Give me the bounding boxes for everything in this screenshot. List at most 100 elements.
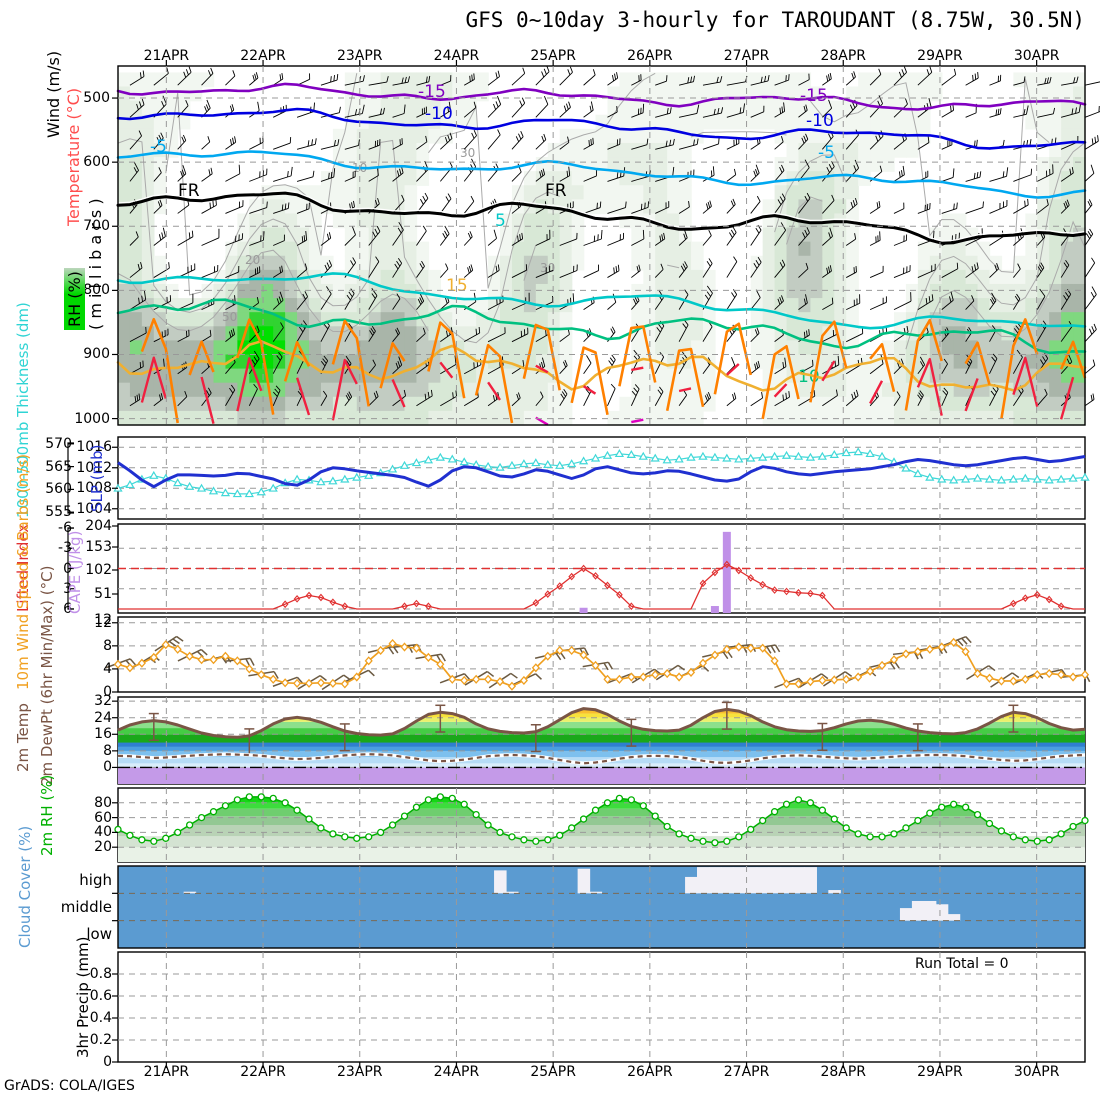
ytick-1016: 1016 [76,439,112,456]
ytick-0: 0 [103,759,112,776]
x-tick-24apr: 24APR [433,48,480,64]
ytick-3: 3 [63,580,72,597]
page-title: GFS 0~10day 3-hourly for TAROUDANT (8.75… [465,8,1085,32]
x-tick-25apr: 25APR [530,48,576,64]
ytick-8: 8 [103,637,112,654]
ytick-1012: 1012 [76,459,112,476]
axis-title-upper-temperature: Temperature (°C) [64,87,83,226]
cloud-row-middle [899,900,961,921]
axis-title-upper-wind: Wind (m/s) [44,50,63,138]
axis-title-upper-rh: RH (%) [64,268,85,330]
x-tick-25apr: 25APR [530,1064,576,1080]
upper-gridlines [112,60,1085,425]
svg-text:-15: -15 [418,82,446,102]
axis-title-pressure: ( m i l l i b a r s ) [86,198,105,330]
cloud-row-label-high: high [79,870,112,889]
x-tick-21apr: 21APR [143,1064,190,1080]
ytick-04: 0.4 [89,1010,112,1026]
ytick-4: 4 [103,660,112,677]
svg-text:-5: -5 [150,137,167,157]
ytick-51: 51 [94,586,112,602]
ytick-1000: 1000 [74,410,110,427]
ytick-1004: 1004 [76,500,112,517]
ytick-0: 0 [103,684,112,700]
x-tick-22apr: 22APR [240,48,286,64]
ytick--6: -6 [58,520,72,537]
precip-panel [112,951,1086,1068]
wind-speed-panel [105,616,1091,693]
cloud-row-label-low: low [86,925,112,944]
ytick-60: 60 [94,809,112,826]
ytick-80: 80 [94,794,112,811]
grads-credit: GrADS: COLA/IGES [4,1078,135,1094]
ytick-0: 0 [103,1054,112,1070]
temp-dewpoint-panel [112,696,1086,785]
ytick-204: 204 [85,518,112,534]
x-tick-29apr: 29APR [917,1064,963,1080]
x-tick-21apr: 21APR [143,48,190,64]
ytick-565: 565 [45,458,72,475]
axis-title-10m-wind: 10m Wind Speed & Barbs (m/s) [14,453,32,690]
x-tick-26apr: 26APR [627,1064,673,1080]
cloud-row-high [183,867,841,894]
ytick-900: 900 [83,346,110,363]
x-tick-29apr: 29APR [917,48,963,64]
ytick-02: 0.2 [89,1032,112,1048]
axis-title-2m-dewpt: 2m DewPt (6hr Min/Max) (°C) [38,565,56,786]
ytick--3: -3 [58,540,72,557]
lifted-index-line [118,560,1085,611]
svg-text:-5: -5 [818,143,835,163]
svg-text:20: 20 [245,253,260,267]
surface-warm-contours [140,317,1087,425]
lifted-index-cape-panel [67,523,1086,614]
ytick-800: 800 [83,282,110,299]
svg-text:50: 50 [222,310,237,324]
svg-text:5: 5 [495,211,506,231]
x-tick-23apr: 23APR [336,48,383,64]
ytick-500: 500 [83,90,110,107]
axis-title-2m-rh: 2m RH (%) [38,774,56,856]
svg-text:30: 30 [460,146,475,160]
run-total-annotation: Run Total = 0 [915,956,1009,972]
svg-text:-10: -10 [806,111,834,131]
x-tick-27apr: 27APR [723,48,770,64]
ytick-0: 0 [63,560,72,577]
x-tick-22apr: 22APR [240,1064,286,1080]
ytick-16: 16 [94,726,112,743]
axis-title-slp: SLP (mb) [88,444,106,512]
upper-wind-barbs [129,65,1100,407]
ytick-06: 0.6 [89,988,112,1004]
ytick-555: 555 [45,504,72,521]
cloud-cover-panel [112,865,1086,949]
ytick-32: 32 [94,693,112,710]
ytick-560: 560 [45,481,72,498]
ytick-40: 40 [94,824,112,841]
x-tick-27apr: 27APR [723,1064,770,1080]
x-tick-24apr: 24APR [433,1064,480,1080]
ytick-6: 6 [63,600,72,617]
svg-text:-10: -10 [425,104,453,124]
ytick-12: 12 [94,614,112,631]
x-tick-30apr: 30APR [1013,48,1060,64]
svg-text:FR: FR [545,181,567,201]
svg-text:30: 30 [540,261,555,275]
ytick-570: 570 [45,435,72,452]
svg-text:FR: FR [178,181,200,201]
svg-text:-15: -15 [800,86,828,106]
ytick-153: 153 [85,539,112,555]
ytick-600: 600 [83,154,110,171]
cape-bars [579,531,731,613]
x-tick-28apr: 28APR [820,48,867,64]
ytick-24: 24 [94,709,112,726]
x-tick-30apr: 30APR [1013,1064,1060,1080]
cloud-row-label-middle: middle [60,898,112,916]
x-tick-28apr: 28APR [820,1064,867,1080]
axis-title-cloud-cover: Cloud Cover (%) [16,825,34,948]
ytick-12: 12 [94,612,112,628]
ytick-20: 20 [94,839,112,856]
axis-title-precip: 3hr Precip (mm) [74,936,92,1058]
